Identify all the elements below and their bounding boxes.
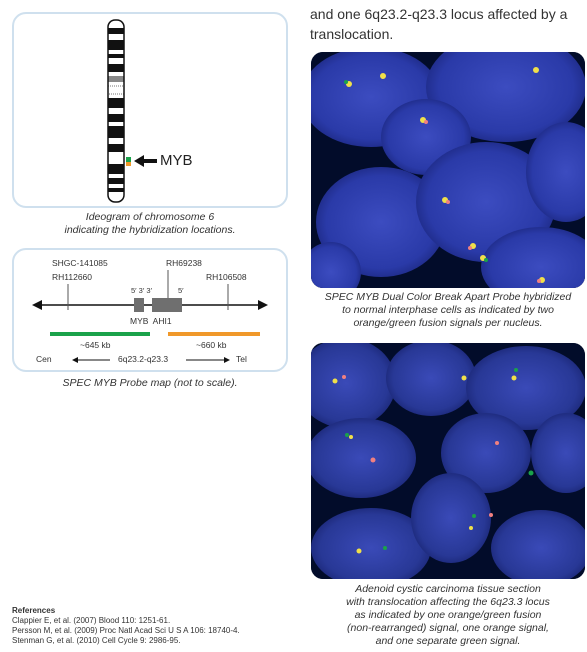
orange-probe-size: ~660 kb xyxy=(196,340,227,350)
marker-rh69238: RH69238 xyxy=(166,258,202,268)
centromere-label: Cen xyxy=(36,354,52,364)
micrograph-1-caption-line-3: orange/green fusion signals per nucleus. xyxy=(353,317,543,329)
orange-probe-mark xyxy=(126,162,131,166)
micrograph-1-caption-line-2: to normal interphase cells as indicated … xyxy=(342,304,554,316)
micrograph-2-caption: Adenoid cystic carcinoma tissue section … xyxy=(308,583,587,648)
micrograph-2-caption-line-2: with translocation affecting the 6q23.3 … xyxy=(346,596,550,608)
myb-gene-box xyxy=(134,298,144,312)
chromosome-6-ideogram xyxy=(107,19,157,203)
fish-image-normal xyxy=(311,52,585,288)
micrograph-1-caption: SPEC MYB Dual Color Break Apart Probe hy… xyxy=(308,291,587,330)
orange-probe-bar xyxy=(168,332,260,336)
micrograph-2-caption-line-4: (non-rearranged) signal, one orange sign… xyxy=(347,622,549,634)
green-probe-bar xyxy=(50,332,150,336)
telomere-label: Tel xyxy=(236,354,247,364)
fusion-signals xyxy=(344,67,545,283)
gene-label-myb: MYB xyxy=(160,152,193,169)
micrograph-2-caption-line-3: as indicated by one orange/green fusion xyxy=(354,609,542,621)
ideogram-caption-line-2: indicating the hybridization locations. xyxy=(64,224,236,236)
micrograph-tumor-section xyxy=(311,343,585,579)
intro-line-2: translocation. xyxy=(310,26,394,42)
references-section: References Clappier E, et al. (2007) Blo… xyxy=(12,606,240,646)
strand-label-left: 5′ 3′ 3′ xyxy=(131,286,152,295)
reference-item: Clappier E, et al. (2007) Blood 110: 125… xyxy=(12,616,171,625)
green-probe-mark xyxy=(126,157,131,162)
arrow-left-icon xyxy=(134,155,157,167)
intro-text: and one 6q23.2-q23.3 locus affected by a… xyxy=(310,4,582,44)
reference-item: Persson M, et al. (2009) Proc Natl Acad … xyxy=(12,626,240,635)
ideogram-caption: Ideogram of chromosome 6 indicating the … xyxy=(12,211,288,237)
micrograph-2-caption-line-5: and one separate green signal. xyxy=(375,635,521,647)
references-title: References xyxy=(12,606,56,615)
split-signals xyxy=(332,368,534,554)
probe-map-caption: SPEC MYB Probe map (not to scale). xyxy=(62,377,238,389)
marker-shgc-141085: SHGC-141085 xyxy=(52,258,108,268)
micrograph-2-caption-line-1: Adenoid cystic carcinoma tissue section xyxy=(355,583,541,595)
gene-names: MYB AHI1 xyxy=(130,316,172,326)
ahi1-gene-box xyxy=(152,298,182,312)
reference-item: Stenman G, et al. (2010) Cell Cycle 9: 2… xyxy=(12,636,181,645)
intro-line-1: and one 6q23.2-q23.3 locus affected by a xyxy=(310,6,568,22)
green-probe-size: ~645 kb xyxy=(80,340,111,350)
fish-image-tumor xyxy=(311,343,585,579)
probe-map-panel: SHGC-141085 RH112660 RH69238 RH106508 5′… xyxy=(12,248,288,372)
locus-label: 6q23.2-q23.3 xyxy=(118,354,169,364)
ideogram-caption-line-1: Ideogram of chromosome 6 xyxy=(85,211,215,223)
ideogram-panel: MYB xyxy=(12,12,288,208)
micrograph-normal-cells xyxy=(311,52,585,288)
micrograph-1-caption-line-1: SPEC MYB Dual Color Break Apart Probe hy… xyxy=(324,291,572,303)
marker-rh106508: RH106508 xyxy=(206,272,247,282)
probe-map-diagram xyxy=(32,270,268,363)
marker-rh112660: RH112660 xyxy=(52,272,93,282)
strand-label-right: 5′ xyxy=(178,286,184,295)
